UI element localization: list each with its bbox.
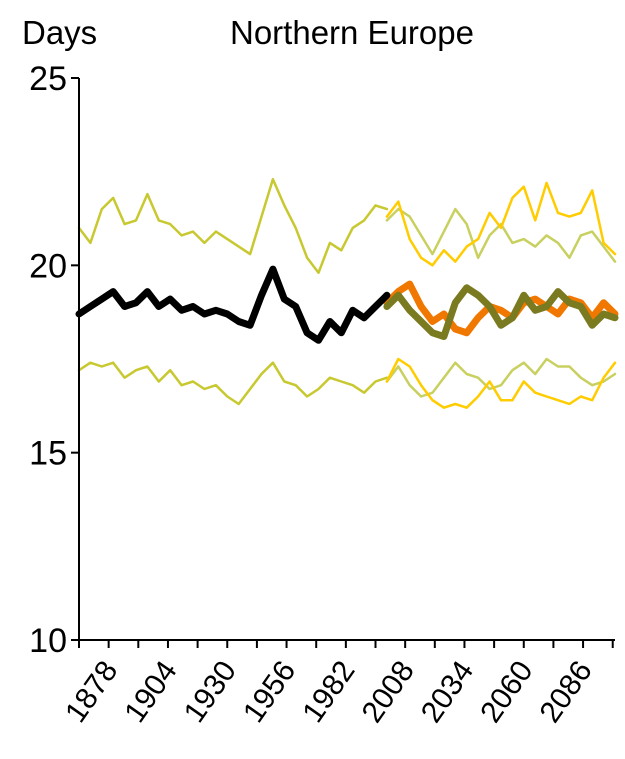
series-line-scenario-b [383, 284, 619, 340]
x-tick-label: 2060 [474, 655, 539, 729]
x-tick-label: 2086 [533, 655, 598, 729]
x-tick-label: 1904 [118, 655, 183, 729]
series-line-scenario-a-lower [385, 357, 617, 409]
y-tick-label: 25 [29, 60, 67, 98]
series-line-observed-upper [77, 177, 389, 275]
y-tick-label: 10 [29, 622, 67, 660]
x-tick-label: 1878 [59, 655, 124, 729]
series-line-scenario-b-upper [385, 207, 617, 263]
y-tick-label: 15 [29, 435, 67, 473]
series-line-scenario-a [383, 280, 619, 337]
chart-title: Northern Europe [230, 14, 474, 51]
x-tick-label: 1982 [296, 655, 361, 729]
y-axis-title: Days [22, 14, 97, 51]
series-line-observed-lower [77, 361, 389, 406]
x-tick-label: 1956 [237, 655, 302, 729]
series-line-observed [75, 265, 391, 344]
x-tick-label: 2008 [356, 655, 421, 729]
axes: 10 15 20 25 18781904193019561982200820342060… [29, 60, 615, 729]
y-tick-label: 20 [29, 247, 67, 285]
series-line-scenario-a-upper [385, 181, 617, 267]
series-layer [75, 177, 619, 409]
series-line-scenario-b-lower [385, 357, 617, 398]
x-tick-label: 1930 [178, 655, 243, 729]
x-tick-label: 2034 [415, 655, 480, 729]
